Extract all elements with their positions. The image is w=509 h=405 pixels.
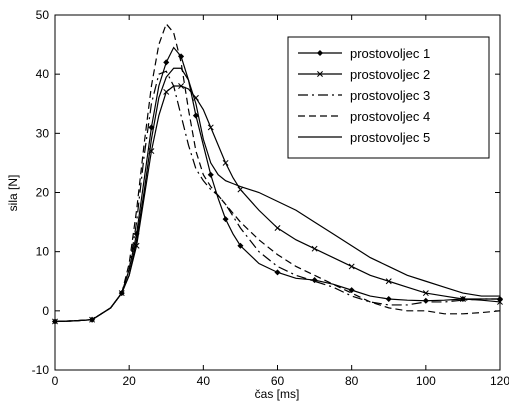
series-point [348,287,355,294]
legend-marker [317,71,323,77]
legend: prostovoljec 1 prostovoljec 2 prostovoljec… [287,36,490,159]
legend-box [287,36,490,159]
series-5 [54,67,500,323]
y-tick-label: 50 [36,8,50,22]
y-tick-label: 20 [36,186,50,200]
x-tick-label: 80 [345,374,359,388]
series-point [385,278,392,285]
series-point [163,59,170,66]
x-tick-label: 40 [197,374,211,388]
legend-entry: prostovoljec 4 [298,109,430,124]
x-tick-label: 60 [271,374,285,388]
x-tick-label: 20 [122,374,136,388]
series-point [274,225,281,231]
series-line [54,85,501,323]
series-lines [51,22,504,325]
y-tick-label: 40 [36,67,50,81]
series-point [237,186,244,193]
y-tick-label: 0 [42,304,49,318]
series-point [163,88,170,95]
legend-marker [316,49,324,57]
series-point [237,242,244,249]
legend-label: prostovoljec 2 [350,67,430,82]
series-line [54,46,500,323]
series-line [54,22,501,323]
series-point [311,245,318,252]
series-point [385,295,392,303]
y-tick-label: 10 [36,245,50,259]
x-tick-label: 100 [416,374,436,388]
series-point [178,83,185,89]
y-tick-label: -10 [32,363,50,377]
series-line [54,67,500,323]
series-4 [54,22,501,323]
x-tick-label: 120 [490,374,509,388]
series-2 [52,83,503,325]
series-point [422,290,429,297]
legend-label: prostovoljec 5 [350,130,430,145]
y-axis-label: sila [N] [6,175,20,212]
x-tick-label: 0 [52,374,59,388]
series-point [348,263,355,270]
series-point [222,216,229,223]
legend-entry: prostovoljec 5 [298,130,430,145]
series-point [497,299,503,305]
series-point [222,159,229,166]
series-point [274,269,281,276]
series-point [207,124,214,131]
x-axis-label: čas [ms] [255,387,300,401]
legend-label: prostovoljec 3 [350,88,430,103]
y-tick-label: 30 [36,126,50,140]
legend-label: prostovoljec 1 [350,46,430,61]
legend-entry: prostovoljec 1 [298,46,430,61]
legend-entry: prostovoljec 3 [298,88,430,103]
legend-entry: prostovoljec 2 [298,67,430,82]
series-point [207,171,214,178]
legend-label: prostovoljec 4 [350,109,430,124]
